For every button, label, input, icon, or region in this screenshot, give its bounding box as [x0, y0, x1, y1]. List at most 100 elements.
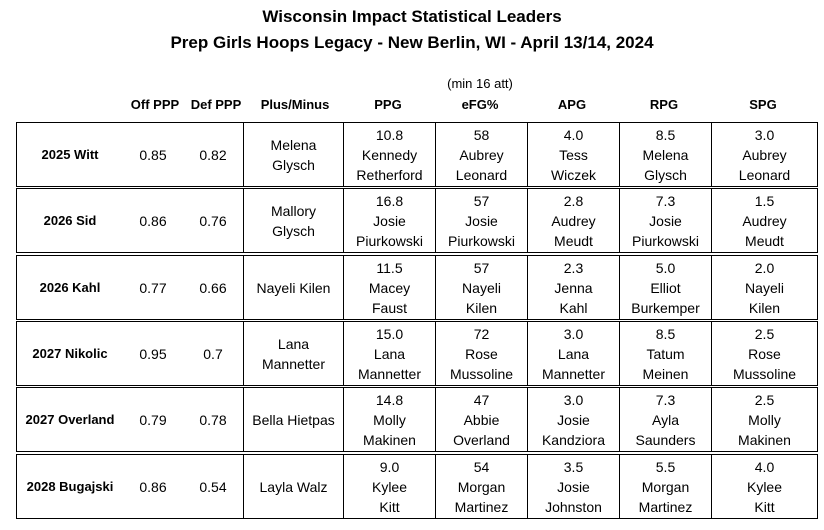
apg-leader: 4.0 Tess Wiczek [527, 123, 619, 186]
cell-line: Audrey [551, 212, 596, 229]
cell-line: Rose [465, 345, 498, 362]
rpg-leader: 5.0 Elliot Burkemper [619, 256, 711, 319]
cell-line: Kylee [746, 478, 783, 495]
cell-line: Mallory [270, 202, 317, 219]
cell-line: Molly [748, 411, 781, 428]
efg-leader: 47 Abbie Overland [435, 388, 527, 451]
apg-leader: 3.5 Josie Johnston [527, 455, 619, 518]
plus-minus-leader: Lana Mannetter [243, 322, 343, 385]
cell-line: Makinen [363, 431, 416, 448]
team-name: 2026 Sid [43, 212, 97, 228]
cell-line: Macey [368, 279, 411, 296]
cell-line: 4.0 [563, 126, 584, 143]
off-ppp-value: 0.86 [139, 478, 167, 495]
cell-line: Kahl [559, 299, 588, 316]
plus-minus-leader: Nayeli Kilen [243, 256, 343, 319]
spg-leader: 2.0 Nayeli Kilen [711, 256, 817, 319]
cell-line: 2.0 [754, 259, 775, 276]
cell-line: Saunders [635, 431, 696, 448]
cell-line: 10.8 [375, 126, 404, 143]
cell-line: Piurkowski [356, 232, 423, 249]
cell-line: Layla Walz [259, 478, 328, 495]
def-ppp-value: 0.54 [199, 478, 227, 495]
efg-leader: 57 Nayeli Kilen [435, 256, 527, 319]
cell-line: Nayeli Kilen [256, 279, 331, 296]
cell-line: Tatum [646, 345, 685, 362]
cell-line: Overland [453, 431, 510, 448]
team-name: 2027 Nikolic [32, 345, 108, 361]
team-name: 2025 Witt [41, 146, 99, 162]
cell-line: Lana [373, 345, 406, 362]
plus-minus-leader: Bella Hietpas [243, 388, 343, 451]
rpg-leader: 7.3 Ayla Saunders [619, 388, 711, 451]
cell-line: Melena [270, 136, 317, 153]
spg-leader: 1.5 Audrey Meudt [711, 189, 817, 252]
cell-line: Lana [557, 345, 590, 362]
ppg-leader: 10.8 Kennedy Retherford [343, 123, 435, 186]
cell-line: Kylee [371, 478, 408, 495]
efg-leader: 57 Josie Piurkowski [435, 189, 527, 252]
cell-line: 7.3 [655, 391, 676, 408]
cell-line: Piurkowski [632, 232, 699, 249]
cell-line: Jenna [554, 279, 593, 296]
cell-line: Glysch [644, 166, 687, 183]
team-name: 2026 Kahl [39, 279, 101, 295]
spg-leader: 3.0 Aubrey Leonard [711, 123, 817, 186]
cell-line: Faust [371, 299, 407, 316]
header-apg: APG [557, 97, 587, 112]
ppg-leader: 9.0 Kylee Kitt [343, 455, 435, 518]
def-ppp-value: 0.82 [199, 146, 227, 163]
ppg-leader: 16.8 Josie Piurkowski [343, 189, 435, 252]
cell-line: Nayeli [745, 279, 784, 296]
table-row: 2027 Nikolic 0.95 0.7 Lana Mannetter 15.0 Lana… [16, 321, 818, 386]
cell-line: 57 [473, 259, 490, 276]
cell-line: Meinen [642, 365, 689, 382]
cell-line: 57 [473, 192, 490, 209]
cell-line: Audrey [742, 212, 787, 229]
header-def-ppp: Def PPP [190, 97, 242, 112]
off-ppp-value: 0.85 [139, 146, 167, 163]
cell-line: Retherford [356, 166, 423, 183]
cell-line: Burkemper [631, 299, 700, 316]
spg-leader: 2.5 Molly Makinen [711, 388, 817, 451]
efg-leader: 58 Aubrey Leonard [435, 123, 527, 186]
off-ppp-value: 0.86 [139, 212, 167, 229]
cell-line: 2.5 [754, 325, 775, 342]
apg-leader: 3.0 Josie Kandziora [527, 388, 619, 451]
cell-line: Mussoline [449, 365, 514, 382]
cell-line: Kennedy [361, 146, 418, 163]
cell-line: 3.0 [563, 325, 584, 342]
header-spg: SPG [749, 97, 777, 112]
spg-leader: 2.5 Rose Mussoline [711, 322, 817, 385]
def-ppp-value: 0.78 [199, 411, 227, 428]
cell-line: 7.3 [655, 192, 676, 209]
cell-line: Meudt [745, 232, 784, 249]
cell-line: Glysch [272, 222, 315, 239]
table-row: 2026 Kahl 0.77 0.66 Nayeli Kilen 11.5 Macey Fa… [16, 255, 818, 320]
ppg-leader: 14.8 Molly Makinen [343, 388, 435, 451]
cell-line: 5.5 [655, 458, 676, 475]
cell-line: 54 [473, 458, 490, 475]
cell-line: Kilen [748, 299, 781, 316]
cell-line: Tess [559, 146, 588, 163]
cell-line: 47 [473, 391, 490, 408]
efg-min-attempts-note: (min 16 att) [447, 76, 513, 91]
cell-line: Josie [465, 212, 498, 229]
cell-line: Kilen [465, 299, 498, 316]
cell-line: Ayla [652, 411, 679, 428]
efg-leader: 54 Morgan Martinez [435, 455, 527, 518]
cell-line: Glysch [272, 156, 315, 173]
cell-line: Lana [277, 335, 310, 352]
cell-line: 2.5 [754, 391, 775, 408]
team-name: 2027 Overland [25, 411, 115, 427]
cell-line: 5.0 [655, 259, 676, 276]
cell-line: Josie [557, 411, 590, 428]
cell-line: Nayeli [462, 279, 501, 296]
spg-leader: 4.0 Kylee Kitt [711, 455, 817, 518]
cell-line: Bella Hietpas [252, 411, 335, 428]
cell-line: 11.5 [376, 259, 403, 276]
plus-minus-leader: Melena Glysch [243, 123, 343, 186]
cell-line: Melena [642, 146, 689, 163]
cell-line: Leonard [455, 166, 508, 183]
cell-line: 3.5 [563, 458, 584, 475]
